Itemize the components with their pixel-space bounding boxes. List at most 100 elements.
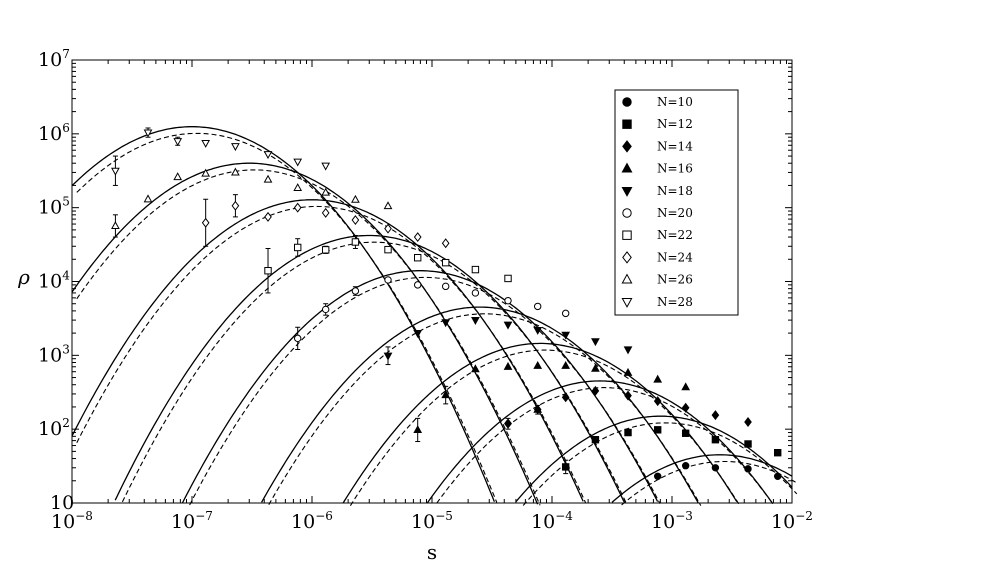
- model-curve-solid: [181, 270, 659, 504]
- data-point: [293, 243, 302, 252]
- x-tick-label: 10−3: [651, 509, 693, 533]
- legend-label: N=18: [657, 184, 693, 198]
- data-point: [413, 330, 423, 338]
- data-point: [293, 158, 303, 167]
- y-tick-label: 103: [38, 342, 70, 366]
- data-point: [264, 267, 272, 275]
- data-point: [413, 281, 422, 289]
- data-point: [744, 417, 752, 427]
- data-point: [231, 200, 240, 211]
- data-point: [321, 246, 330, 254]
- legend-label: N=26: [657, 273, 693, 287]
- y-tick-label: 107: [38, 47, 70, 71]
- data-point: [561, 331, 571, 340]
- data-point: [653, 426, 662, 434]
- model-curve-dashed: [76, 169, 541, 506]
- data-point: [173, 138, 183, 147]
- data-point: [413, 254, 422, 262]
- data-point: [623, 346, 633, 355]
- data-point: [441, 390, 451, 399]
- data-point: [773, 472, 782, 480]
- data-point: [384, 276, 392, 284]
- data-point: [533, 404, 542, 415]
- legend-label: N=16: [657, 162, 693, 176]
- data-point: [773, 449, 782, 457]
- data-point: [653, 472, 662, 480]
- data-point: [263, 151, 273, 160]
- data-point: [383, 352, 393, 361]
- legend-label: N=28: [657, 295, 693, 309]
- data-point: [441, 282, 450, 291]
- data-point: [681, 402, 690, 413]
- data-point: [383, 201, 393, 210]
- data-point: [293, 334, 302, 343]
- data-point: [143, 129, 153, 138]
- x-tick-label: 10−6: [291, 509, 333, 533]
- legend-marker: [622, 208, 632, 218]
- legend-label: N=22: [657, 228, 693, 242]
- data-point: [293, 183, 303, 192]
- data-point: [413, 232, 422, 243]
- data-point: [201, 139, 211, 148]
- data-point: [503, 321, 513, 330]
- data-point: [711, 464, 720, 472]
- data-point: [744, 465, 752, 473]
- data-point: [321, 305, 330, 314]
- model-curve-dashed: [189, 276, 661, 506]
- y-tick-label: 106: [38, 121, 70, 145]
- data-point: [591, 436, 600, 444]
- data-point: [384, 245, 392, 254]
- model-curve-dashed: [621, 460, 798, 506]
- data-point: [681, 382, 691, 391]
- model-curve-solid: [426, 380, 774, 505]
- x-tick-label: 10−8: [51, 509, 93, 533]
- data-points: [143, 139, 782, 480]
- y-tick-label: 102: [38, 416, 70, 440]
- data-point: [561, 463, 570, 471]
- model-curve-dashed: [436, 387, 774, 505]
- data-point: [653, 396, 662, 407]
- data-point: [624, 428, 632, 437]
- data-point: [504, 418, 512, 429]
- legend-label: N=10: [657, 95, 693, 109]
- data-point: [533, 360, 543, 369]
- data-point: [413, 425, 423, 434]
- model-curve-solid: [261, 306, 699, 504]
- data-point: [681, 462, 690, 470]
- data-point: [504, 274, 512, 283]
- data-point: [533, 302, 542, 311]
- model-curve-dashed: [76, 205, 587, 504]
- data-point: [173, 172, 183, 181]
- model-curve-dashed: [349, 349, 740, 506]
- data-point: [441, 319, 451, 328]
- model-curve-dashed: [76, 132, 498, 503]
- data-point: [231, 167, 240, 176]
- x-tick-label: 10−5: [411, 509, 453, 533]
- data-point: [471, 364, 480, 373]
- data-point: [624, 390, 632, 401]
- data-point: [321, 162, 331, 171]
- legend-marker: [622, 251, 632, 264]
- data-point: [471, 317, 480, 325]
- model-curve-solid: [611, 454, 793, 503]
- data-point: [111, 167, 120, 176]
- legend-marker: [622, 97, 632, 107]
- data-point: [441, 238, 450, 249]
- data-point: [321, 187, 331, 196]
- tick-labels: 10−8 10−7 10−6 10−5 10−4 10−3 10−2 10 102 103 104 1…: [38, 47, 813, 533]
- legend-marker: [622, 140, 632, 153]
- data-point: [111, 221, 120, 229]
- y-tick-label: 10: [50, 492, 74, 514]
- x-tick-label: 10−4: [531, 509, 573, 533]
- legend-marker: [622, 119, 632, 129]
- model-curve-dashed: [522, 422, 798, 506]
- data-point: [351, 287, 360, 295]
- data-point: [744, 440, 752, 448]
- x-axis-label: s: [427, 540, 437, 564]
- data-point: [321, 207, 330, 218]
- data-point: [561, 309, 570, 318]
- y-tick-label: 104: [38, 269, 70, 293]
- data-point: [681, 429, 690, 437]
- legend: N=10 N=12 N=14 N=16 N=18 N=20 N=22 N=24 N=26 N=28: [614, 89, 739, 316]
